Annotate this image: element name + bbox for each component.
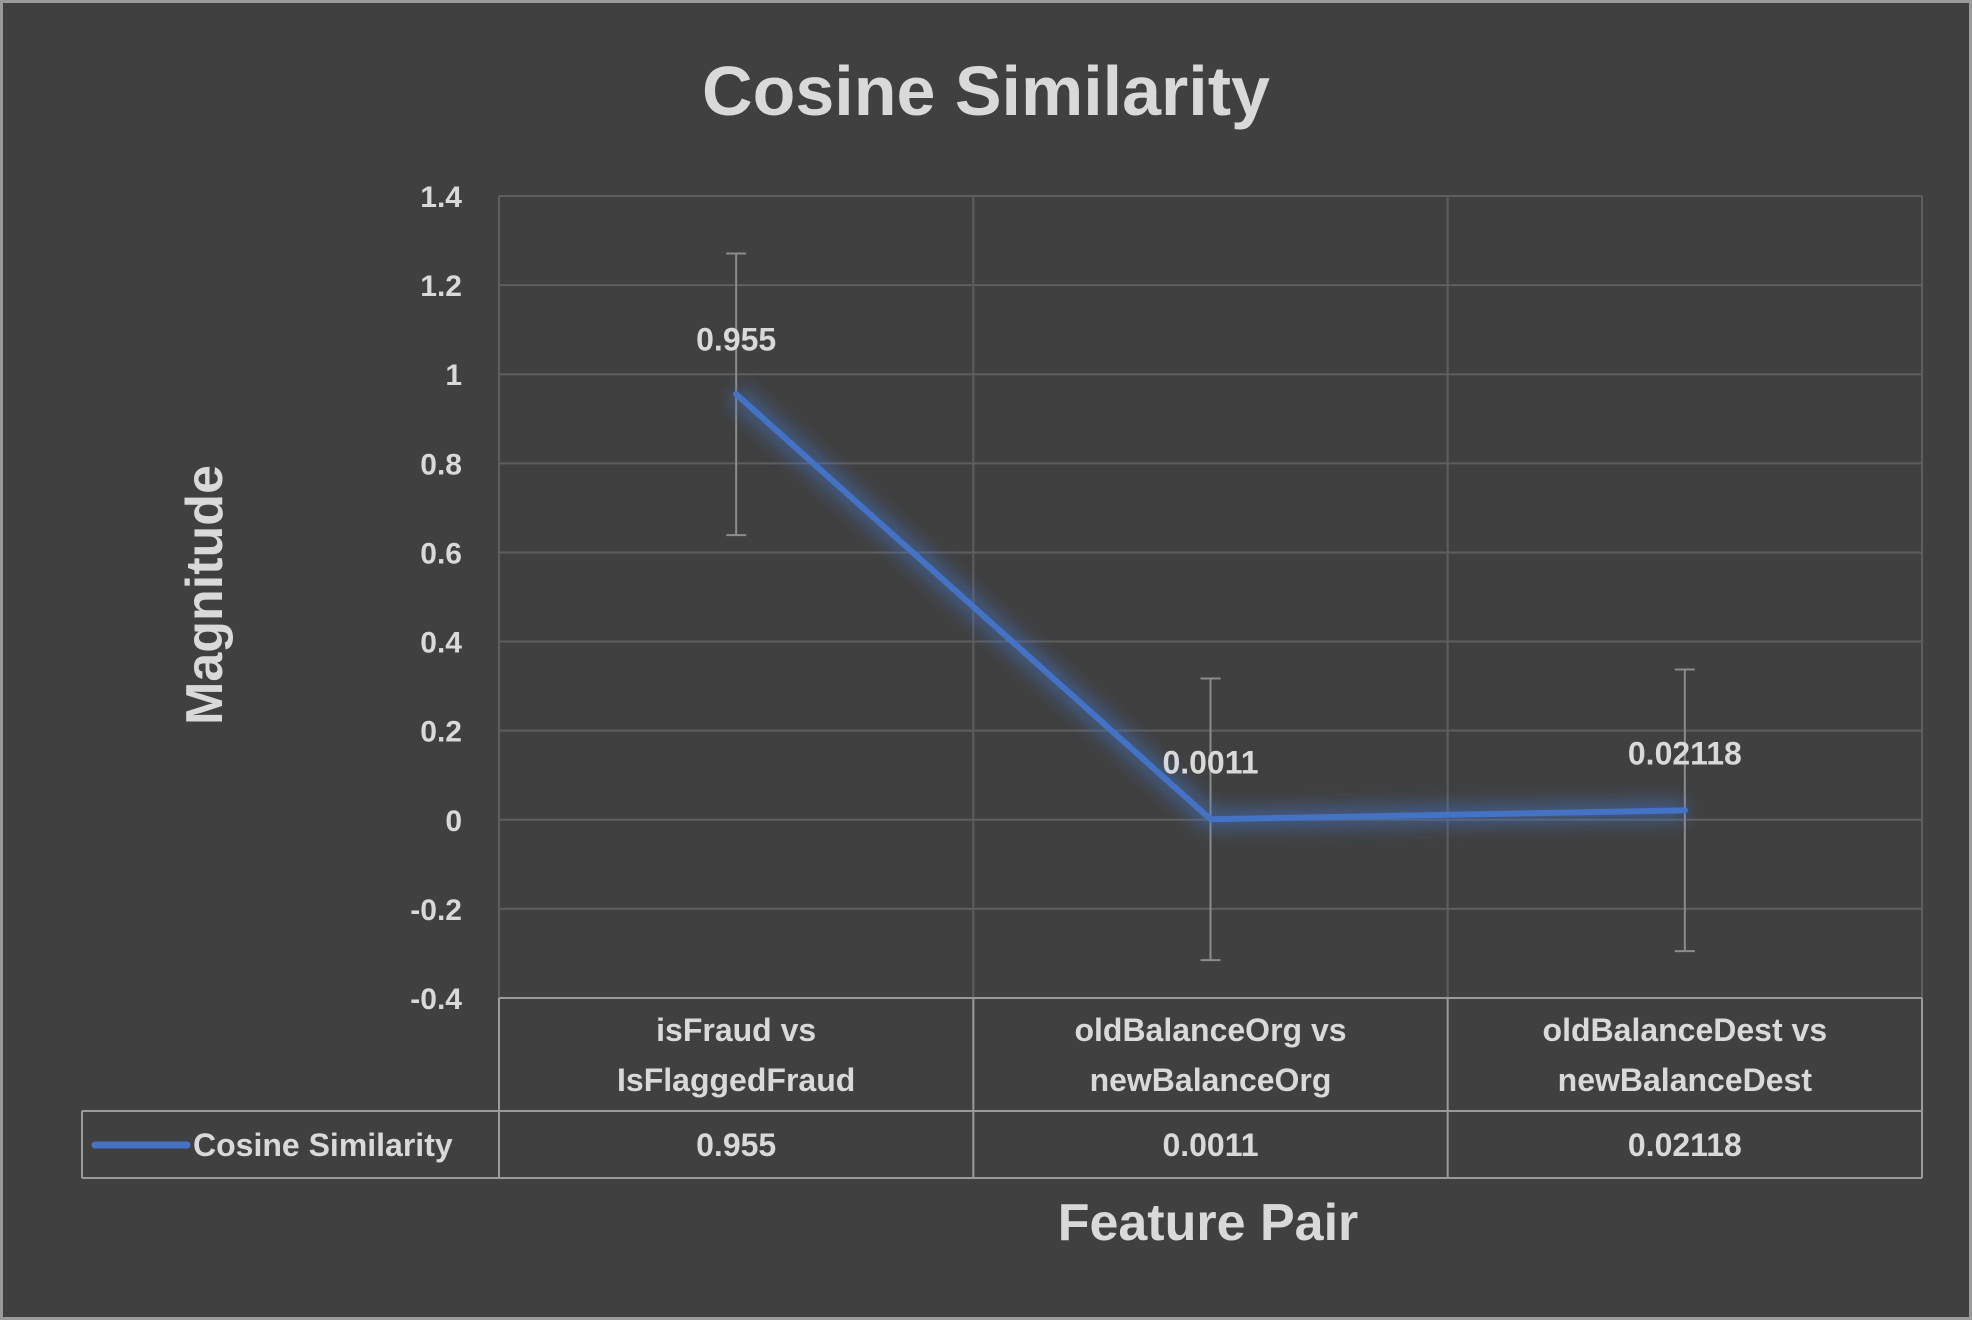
x-axis-title: Feature Pair [1058, 1194, 1359, 1252]
y-tick-label: 0.2 [420, 716, 462, 749]
series-cosine-similarity [729, 386, 1688, 830]
y-tick-label: 0 [445, 805, 462, 838]
y-tick-label: 1.2 [420, 270, 462, 303]
category-label: newBalanceDest [1558, 1062, 1813, 1098]
y-tick-label: -0.4 [410, 983, 462, 1016]
table-value: 0.955 [696, 1127, 776, 1163]
data-table: isFraud vs IsFlaggedFraud oldBalanceOrg vs… [81, 997, 1923, 1179]
category-label: isFraud vs [656, 1012, 816, 1048]
table-value: 0.02118 [1628, 1127, 1742, 1163]
error-bars [726, 252, 1695, 962]
y-tick-label: 0.6 [420, 537, 462, 570]
legend-label: Cosine Similarity [193, 1127, 453, 1163]
data-label: 0.02118 [1628, 735, 1742, 771]
category-label: newBalanceOrg [1090, 1062, 1332, 1098]
y-tick-label: -0.2 [410, 894, 462, 927]
y-axis-ticks: 1.4 1.2 1 0.8 0.6 0.4 0.2 0 -0.2 -0.4 [410, 181, 462, 1016]
table-value: 0.0011 [1162, 1127, 1258, 1163]
data-label: 0.0011 [1162, 744, 1258, 780]
y-axis-title: Magnitude [176, 465, 234, 725]
y-tick-label: 1.4 [420, 181, 462, 214]
y-tick-label: 1 [445, 359, 462, 392]
data-point [1681, 807, 1688, 814]
data-point [1207, 816, 1214, 823]
gridlines [498, 195, 1923, 999]
data-point [733, 391, 740, 398]
data-labels: 0.955 0.0011 0.02118 [696, 321, 1742, 780]
category-label: oldBalanceDest vs [1543, 1012, 1828, 1048]
data-label: 0.955 [696, 321, 776, 357]
category-label: IsFlaggedFraud [617, 1062, 855, 1098]
y-tick-label: 0.8 [420, 448, 462, 481]
category-label: oldBalanceOrg vs [1074, 1012, 1346, 1048]
y-tick-label: 0.4 [420, 627, 462, 660]
line-chart: Cosine Similarity Magnitude Feature Pair… [81, 52, 1923, 1252]
chart-title: Cosine Similarity [702, 52, 1270, 130]
